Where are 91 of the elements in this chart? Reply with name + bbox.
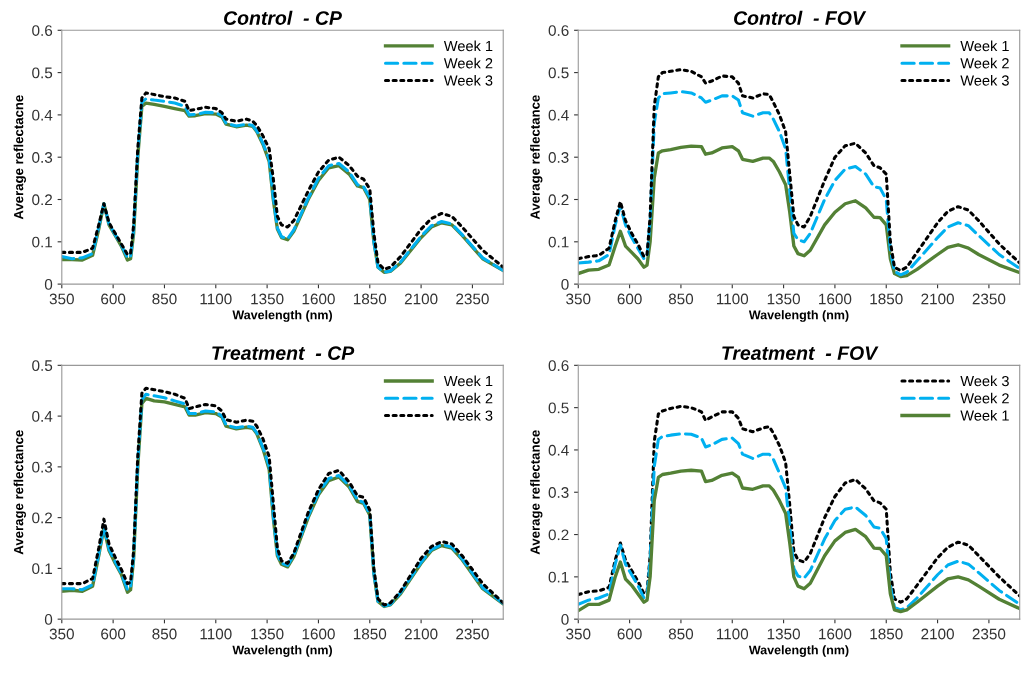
y-tick-label: 0 xyxy=(44,278,53,290)
x-tick-label: 1100 xyxy=(716,293,749,305)
x-tick-label: 2350 xyxy=(456,628,489,640)
y-tick-label: 0.1 xyxy=(548,571,569,583)
y-axis-title: Average reflectance xyxy=(530,430,543,555)
y-axis-title: Average reflectacne xyxy=(13,95,26,220)
x-tick-label: 1850 xyxy=(870,628,903,640)
x-tick-label: 850 xyxy=(152,293,177,305)
y-tick-label: 0.5 xyxy=(548,67,569,79)
x-tick-label: 1850 xyxy=(353,293,387,305)
line-series xyxy=(578,432,1020,612)
x-axis-title: Wavelength (nm) xyxy=(232,645,333,657)
x-tick-label: 1600 xyxy=(302,628,335,640)
legend-label: Week 2 xyxy=(443,57,493,69)
legend-label: Week 1 xyxy=(443,375,493,387)
legend-label: Week 3 xyxy=(960,375,1009,387)
y-tick-label: 0.6 xyxy=(548,25,569,36)
y-tick-label: 0.4 xyxy=(32,410,53,422)
x-tick-label: 1100 xyxy=(200,628,232,640)
x-tick-label: 350 xyxy=(566,628,591,640)
chart-title: Treatment - FOV xyxy=(722,346,879,360)
x-tick-label: 2100 xyxy=(404,628,438,640)
x-tick-label: 1850 xyxy=(353,628,387,640)
y-axis-title: Average reflectance xyxy=(13,430,26,555)
y-tick-label: 0.1 xyxy=(548,236,569,248)
legend-label: Week 1 xyxy=(443,40,493,52)
y-tick-label: 0.3 xyxy=(32,152,53,163)
chart-title: Control - FOV xyxy=(734,10,867,25)
legend-label: Week 3 xyxy=(960,74,1009,86)
y-axis-title: Average reflectance xyxy=(530,95,543,220)
y-tick-label: 0.5 xyxy=(548,402,569,414)
y-tick-label: 0.1 xyxy=(32,236,53,248)
x-axis-title: Wavelength (nm) xyxy=(748,645,849,657)
y-tick-label: 0.2 xyxy=(548,194,569,206)
x-tick-label: 1350 xyxy=(767,293,800,305)
x-axis-title: Wavelength (nm) xyxy=(232,310,333,322)
x-tick-label: 600 xyxy=(617,628,642,640)
x-axis-title: Wavelength (nm) xyxy=(748,310,849,322)
x-tick-label: 350 xyxy=(49,293,74,305)
x-tick-label: 1600 xyxy=(819,293,852,305)
x-tick-label: 2100 xyxy=(921,293,954,305)
y-tick-label: 0 xyxy=(44,614,53,625)
line-series xyxy=(578,144,1020,279)
x-tick-label: 600 xyxy=(101,293,126,305)
y-tick-label: 0.4 xyxy=(548,444,569,456)
chart-title: Treatment - CP xyxy=(212,346,355,360)
x-tick-label: 1100 xyxy=(200,293,232,305)
y-tick-label: 0.3 xyxy=(548,487,569,498)
x-tick-label: 1600 xyxy=(819,628,852,640)
x-tick-label: 1350 xyxy=(251,628,284,640)
x-tick-label: 850 xyxy=(668,293,694,305)
y-tick-label: 0.5 xyxy=(32,67,53,79)
y-tick-label: 0.4 xyxy=(32,109,53,121)
y-tick-label: 0 xyxy=(561,614,569,625)
legend-label: Week 3 xyxy=(443,410,493,421)
legend-label: Week 3 xyxy=(443,74,493,86)
x-tick-label: 2350 xyxy=(972,628,1006,640)
x-tick-label: 350 xyxy=(566,293,591,305)
y-tick-label: 0.3 xyxy=(32,461,53,473)
x-tick-label: 350 xyxy=(49,628,74,640)
y-tick-label: 0.6 xyxy=(548,360,569,372)
y-tick-label: 0.2 xyxy=(32,512,53,524)
x-tick-label: 1600 xyxy=(302,293,335,305)
x-tick-label: 1350 xyxy=(251,293,284,305)
y-tick-label: 0.2 xyxy=(548,529,569,541)
x-tick-label: 2350 xyxy=(972,293,1006,305)
legend-label: Week 1 xyxy=(960,40,1009,52)
x-tick-label: 1850 xyxy=(870,293,903,305)
legend-label: Week 2 xyxy=(960,392,1009,404)
line-series xyxy=(578,468,1020,614)
x-tick-label: 2100 xyxy=(404,293,438,305)
y-tick-label: 0.1 xyxy=(32,563,53,575)
legend-label: Week 2 xyxy=(960,57,1009,69)
y-tick-label: 0.4 xyxy=(548,109,569,121)
y-tick-label: 0.2 xyxy=(32,194,53,206)
x-tick-label: 850 xyxy=(668,628,694,640)
legend-label: Week 2 xyxy=(443,392,493,404)
x-tick-label: 1100 xyxy=(716,628,749,640)
y-tick-label: 0.5 xyxy=(32,360,53,372)
x-tick-label: 1350 xyxy=(767,628,800,640)
x-tick-label: 600 xyxy=(101,628,126,640)
x-tick-label: 2100 xyxy=(921,628,954,640)
legend-label: Week 1 xyxy=(960,410,1009,421)
y-tick-label: 0 xyxy=(561,278,569,290)
x-tick-label: 850 xyxy=(152,628,177,640)
y-tick-label: 0.6 xyxy=(32,25,53,36)
y-tick-label: 0.3 xyxy=(548,152,569,163)
line-series xyxy=(578,404,1020,604)
chart-title: Control - CP xyxy=(224,10,342,25)
x-tick-label: 600 xyxy=(617,293,642,305)
x-tick-label: 2350 xyxy=(456,293,489,305)
